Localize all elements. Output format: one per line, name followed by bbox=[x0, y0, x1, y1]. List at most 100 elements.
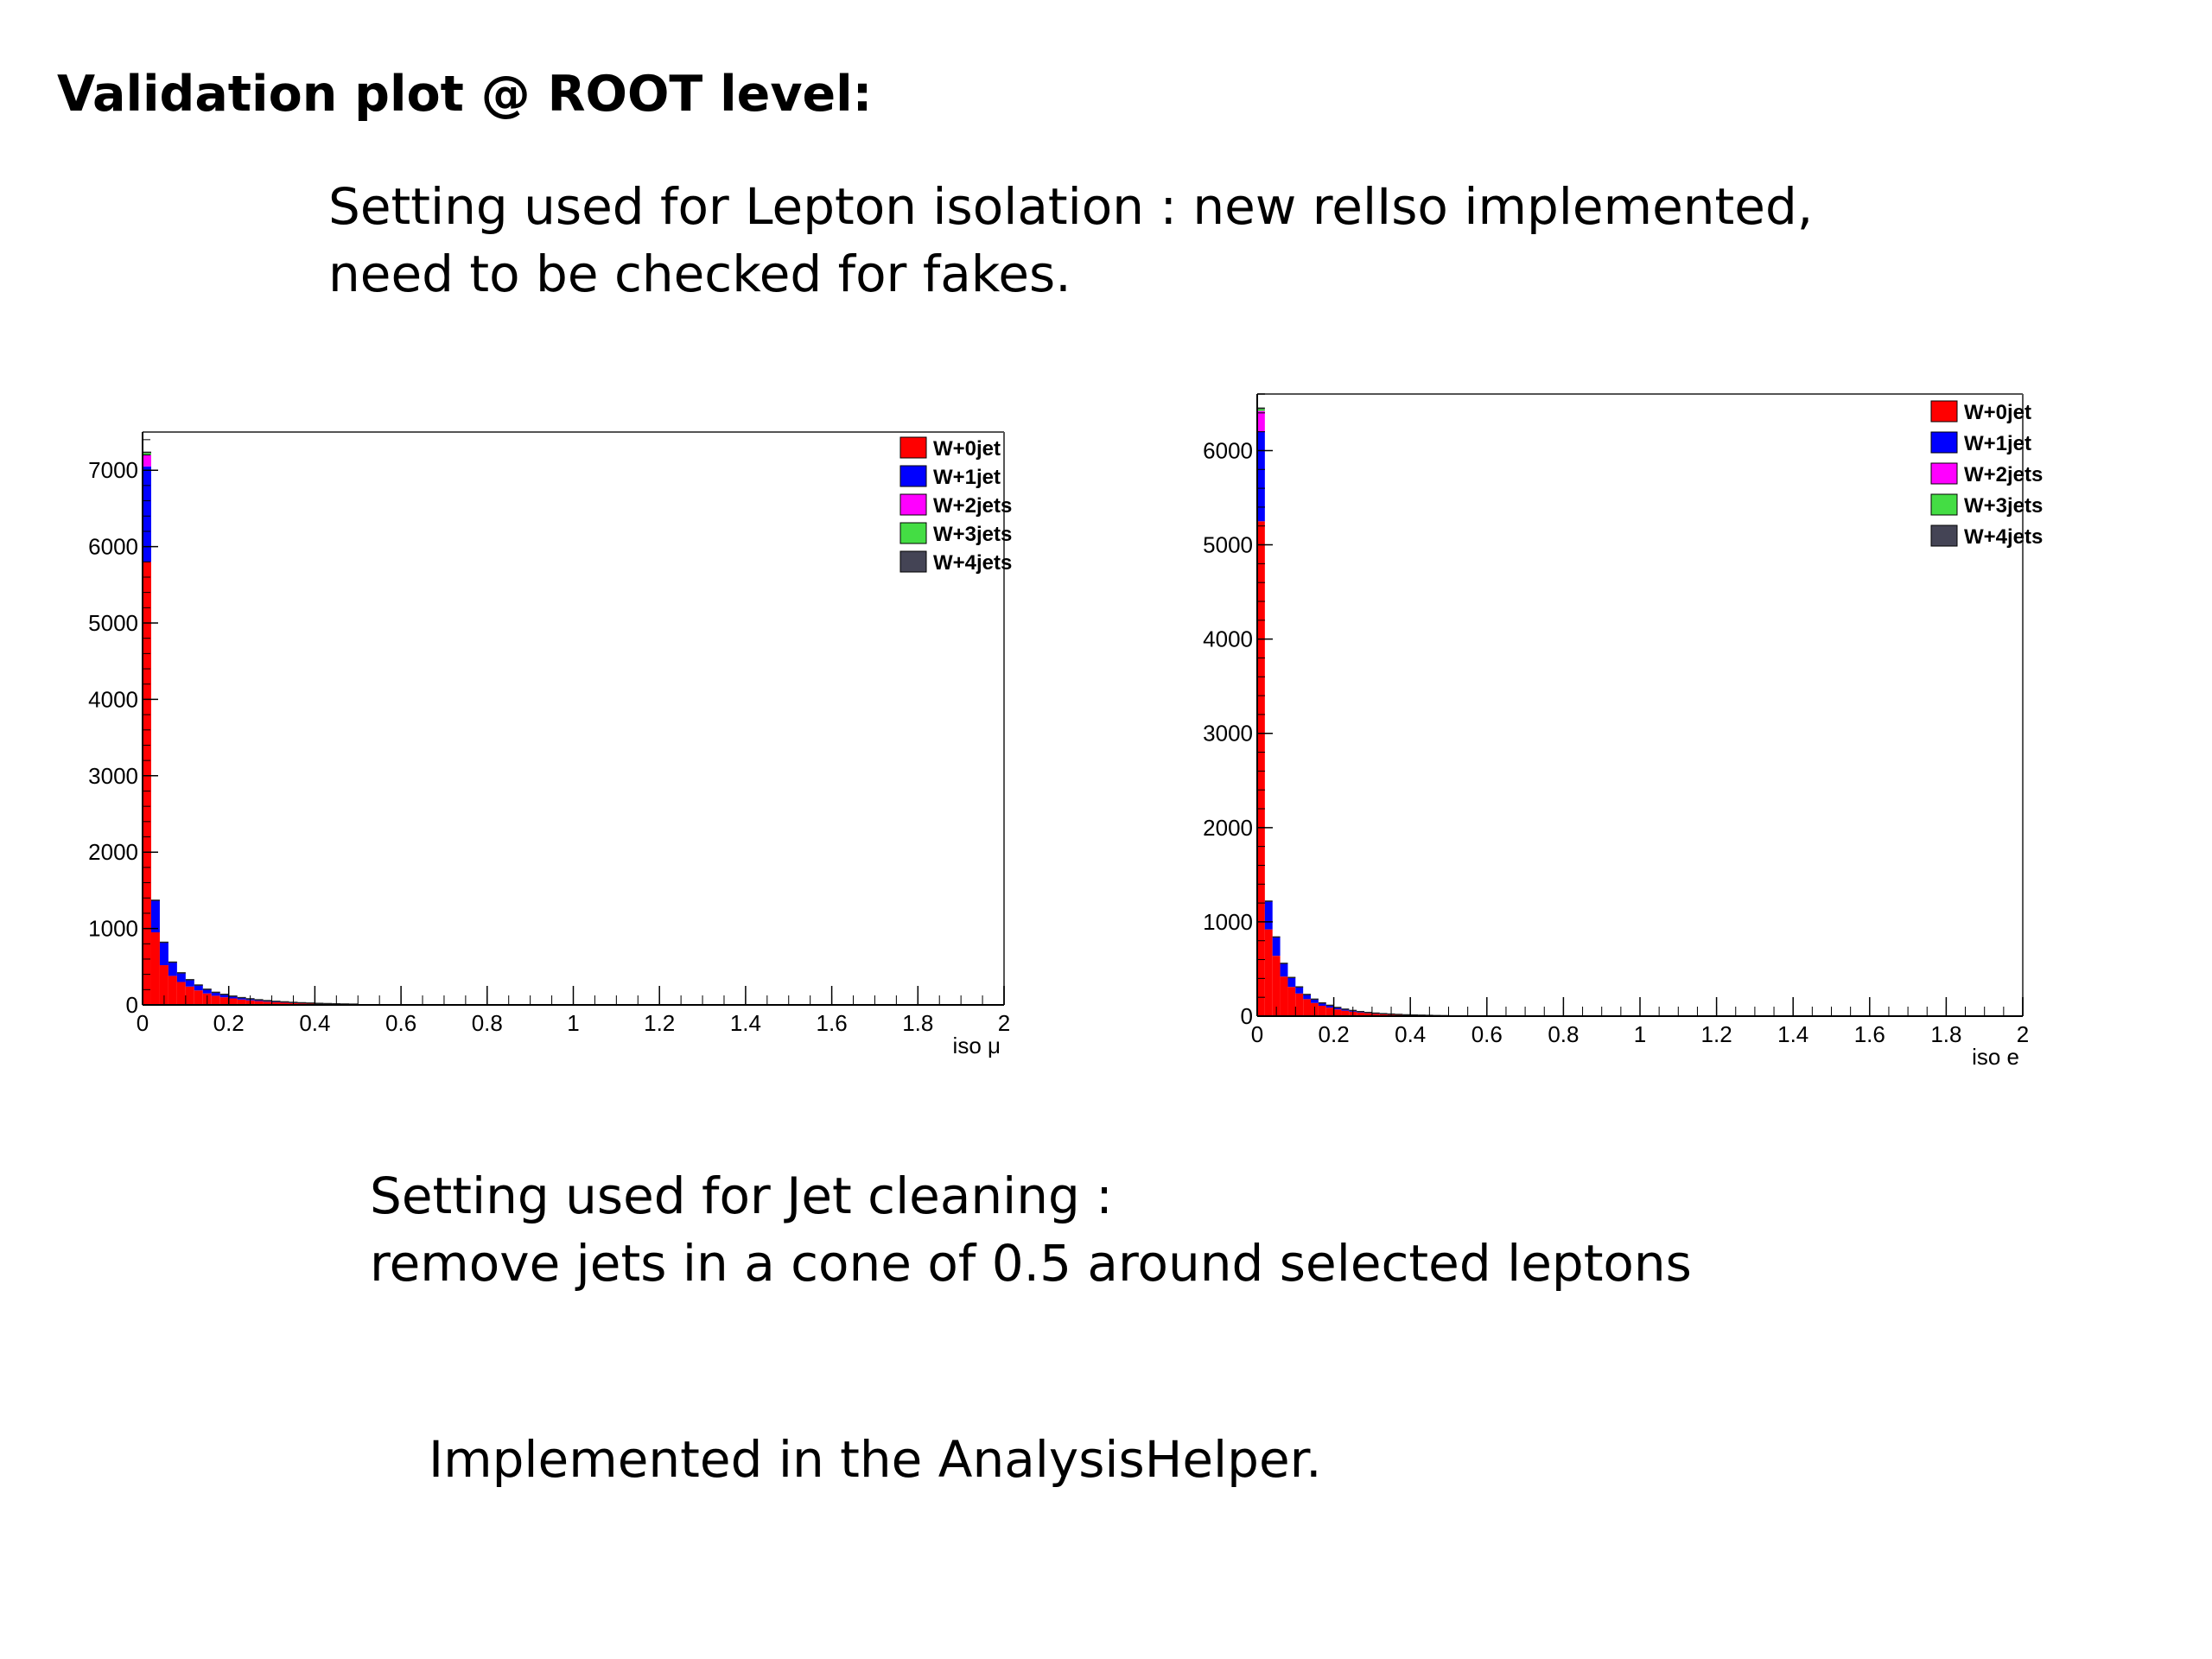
histogram-bar bbox=[185, 986, 194, 1005]
x-tick-label: 0.2 bbox=[1319, 1021, 1350, 1047]
histogram-bar bbox=[143, 466, 151, 563]
x-tick-label: 1.4 bbox=[1777, 1021, 1808, 1047]
histogram-bar bbox=[1333, 1007, 1342, 1010]
legend-swatch bbox=[1930, 493, 1958, 516]
lepton-isolation-text: Setting used for Lepton isolation : new … bbox=[328, 173, 1813, 308]
histogram-bar bbox=[211, 992, 220, 996]
histogram-bar bbox=[150, 899, 160, 933]
histogram-bar bbox=[280, 1002, 289, 1005]
histogram-bar bbox=[1287, 987, 1296, 1016]
x-tick-label: 2 bbox=[2017, 1021, 2029, 1047]
x-tick-label: 1.8 bbox=[1930, 1021, 1961, 1047]
histogram-bar bbox=[1325, 1005, 1334, 1008]
histogram-bar bbox=[254, 1001, 264, 1005]
x-axis-title: iso μ bbox=[953, 1033, 1001, 1058]
legend-label: W+3jets bbox=[1964, 494, 2043, 518]
x-tick-label: 0.4 bbox=[299, 1010, 330, 1036]
y-tick-label: 4000 bbox=[1203, 626, 1253, 652]
x-tick-label: 1.8 bbox=[902, 1010, 933, 1036]
histogram-bar bbox=[1287, 977, 1296, 988]
histogram-bar bbox=[1295, 993, 1304, 1016]
x-tick-label: 1.2 bbox=[644, 1010, 675, 1036]
legend: W+0jet W+1jet W+2jets W+3jets W+4jets bbox=[1930, 400, 2043, 549]
y-tick-label: 3000 bbox=[1203, 721, 1253, 747]
legend-swatch bbox=[1930, 524, 1958, 547]
jet-cleaning-line: remove jets in a cone of 0.5 around sele… bbox=[370, 1234, 1692, 1293]
x-tick-label: 1 bbox=[567, 1010, 579, 1036]
histogram-bar bbox=[159, 965, 168, 1005]
histogram-bar bbox=[1364, 1013, 1372, 1016]
legend-swatch bbox=[899, 550, 927, 573]
histogram-bar bbox=[228, 995, 238, 999]
legend-label: W+2jets bbox=[933, 494, 1012, 518]
y-tick-label: 5000 bbox=[88, 610, 138, 636]
histogram-bar bbox=[1303, 994, 1312, 1000]
x-axis-title: iso e bbox=[1972, 1044, 2019, 1070]
histogram-bar bbox=[143, 562, 151, 1005]
histogram-bar bbox=[194, 985, 203, 991]
histogram-bar bbox=[1303, 999, 1312, 1016]
histogram-bar bbox=[185, 979, 194, 987]
x-tick-label: 0.8 bbox=[1548, 1021, 1579, 1047]
histogram-bar bbox=[1280, 963, 1288, 977]
y-tick-label: 5000 bbox=[1203, 532, 1253, 558]
legend-label: W+1jet bbox=[933, 466, 1001, 489]
y-tick-label: 4000 bbox=[88, 686, 138, 712]
legend-swatch bbox=[899, 493, 927, 516]
histogram-bar bbox=[1295, 987, 1304, 994]
legend-label: W+1jet bbox=[1964, 432, 2031, 455]
histogram-bar bbox=[194, 990, 203, 1005]
histogram-bar bbox=[176, 982, 186, 1005]
x-tick-label: 2 bbox=[998, 1010, 1010, 1036]
x-tick-label: 0.4 bbox=[1395, 1021, 1426, 1047]
x-tick-label: 0.6 bbox=[1471, 1021, 1503, 1047]
x-tick-label: 1.2 bbox=[1701, 1021, 1732, 1047]
x-tick-label: 1 bbox=[1634, 1021, 1646, 1047]
legend: W+0jet W+1jet W+2jets W+3jets W+4jets bbox=[899, 436, 1012, 575]
histogram-bar bbox=[1333, 1009, 1342, 1016]
y-tick-label: 6000 bbox=[88, 534, 138, 560]
histogram-bar bbox=[219, 994, 229, 998]
histogram-bar bbox=[263, 1001, 272, 1005]
legend-label: W+3jets bbox=[933, 523, 1012, 546]
histogram-bar bbox=[211, 995, 220, 1005]
histogram-bar bbox=[254, 1000, 264, 1001]
histogram-bar bbox=[150, 932, 160, 1005]
legend-swatch bbox=[899, 465, 927, 487]
legend-swatch bbox=[1930, 400, 1958, 423]
y-tick-label: 2000 bbox=[1203, 815, 1253, 841]
histogram-bar bbox=[271, 1001, 281, 1005]
histogram-bar bbox=[1357, 1012, 1365, 1016]
y-tick-label: 0 bbox=[1241, 1003, 1253, 1029]
histogram-bar bbox=[1318, 1002, 1326, 1006]
x-tick-label: 1.6 bbox=[1854, 1021, 1885, 1047]
histogram-bar bbox=[1325, 1007, 1334, 1016]
histogram-bar bbox=[143, 454, 151, 467]
histogram-bar bbox=[237, 999, 246, 1005]
histogram-bar bbox=[1318, 1006, 1326, 1016]
y-tick-label: 0 bbox=[126, 992, 138, 1018]
y-tick-label: 1000 bbox=[1203, 909, 1253, 935]
jet-cleaning-text: Setting used for Jet cleaning : remove j… bbox=[370, 1162, 1692, 1297]
y-tick-label: 1000 bbox=[88, 916, 138, 942]
histogram-bar bbox=[168, 976, 177, 1005]
lepton-isolation-line: Setting used for Lepton isolation : new … bbox=[328, 177, 1814, 236]
x-tick-label: 1.6 bbox=[817, 1010, 848, 1036]
histogram-bar bbox=[1272, 956, 1281, 1016]
histogram-bar bbox=[143, 453, 151, 455]
legend-label: W+0jet bbox=[1964, 401, 2031, 424]
legend-swatch bbox=[899, 436, 927, 459]
histogram-bar bbox=[1311, 999, 1319, 1003]
x-tick-label: 0.8 bbox=[472, 1010, 503, 1036]
histogram-bar bbox=[228, 998, 238, 1005]
histogram-bar bbox=[1379, 1014, 1388, 1016]
histogram-bar bbox=[1257, 521, 1265, 1016]
x-tick-label: 0.2 bbox=[213, 1010, 245, 1036]
legend-label: W+4jets bbox=[1964, 525, 2043, 549]
legend-swatch bbox=[1930, 431, 1958, 454]
legend-swatch bbox=[899, 522, 927, 544]
lepton-isolation-line: need to be checked for fakes. bbox=[328, 245, 1071, 303]
legend-label: W+4jets bbox=[933, 551, 1012, 575]
histogram-bar bbox=[1257, 431, 1265, 522]
